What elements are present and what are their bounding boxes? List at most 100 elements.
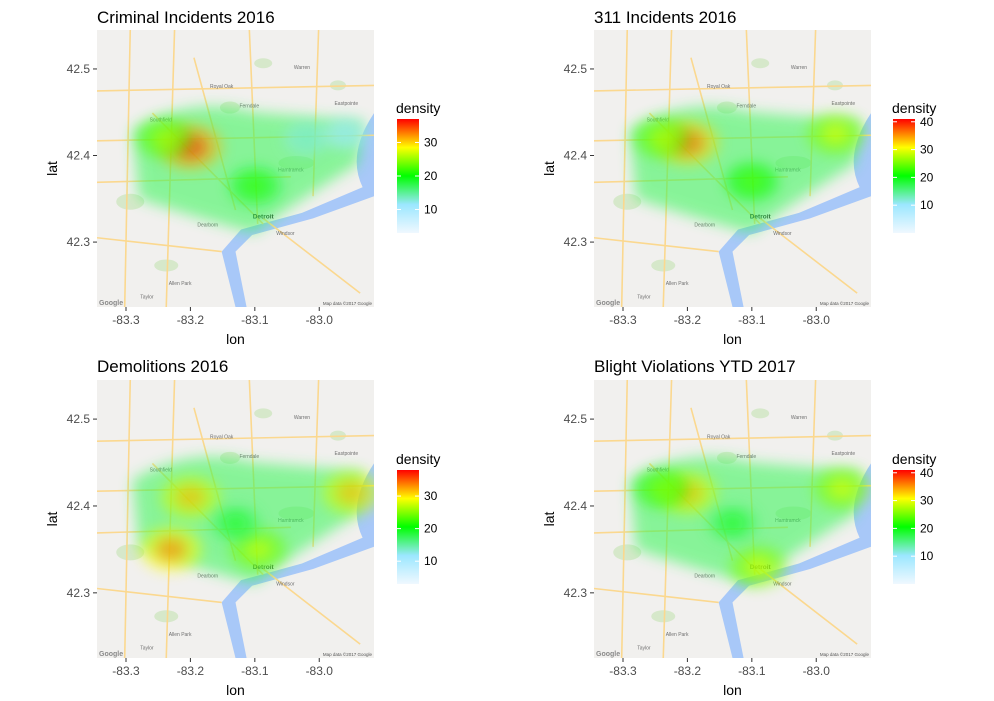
map-city-label: Windsor [276, 582, 295, 588]
legend-title: density [396, 100, 440, 116]
legend-tick-label: 40 [920, 115, 934, 129]
density-hotspot-core [648, 128, 676, 149]
map-city-label: Allen Park [666, 632, 689, 638]
map-road [594, 587, 719, 604]
map-park [751, 408, 770, 419]
map-park [154, 610, 179, 623]
map-park [116, 193, 145, 210]
legend: density 10 20 30 [396, 451, 440, 584]
map-river [221, 532, 374, 658]
map-city-label: Taylor [637, 646, 651, 652]
map-google-logo: Google [596, 300, 620, 307]
legend-colorbar [397, 119, 419, 233]
map-park [116, 544, 145, 561]
map-google-logo: Google [596, 651, 620, 658]
map-lake [356, 113, 374, 188]
legend-colorbar [893, 470, 915, 584]
map-park [651, 610, 676, 623]
map-park [613, 544, 642, 561]
map-city-label: Dearborn [694, 573, 715, 579]
map-city-label: Royal Oak [707, 434, 731, 440]
x-tick-label: -83.0 [803, 664, 831, 678]
legend-tick-label: 40 [920, 466, 934, 480]
map-park [751, 58, 770, 69]
legend-title: density [396, 451, 440, 467]
map-city-label: Eastpointe [831, 451, 855, 457]
density-hotspot-core [720, 514, 745, 533]
legend-tick-label: 20 [424, 522, 438, 536]
y-tick-label: 42.5 [67, 62, 91, 76]
map-credit: Map data ©2017 Google [820, 300, 870, 306]
map-road [123, 380, 132, 658]
x-tick-label: -83.0 [803, 313, 831, 327]
map-road [262, 568, 361, 645]
legend-title: density [892, 451, 936, 467]
x-tick-label: -83.3 [112, 664, 140, 678]
map-credit: Map data ©2017 Google [820, 651, 870, 657]
y-axis-title: lat [44, 512, 60, 527]
legend-colorbar [397, 470, 419, 584]
map-road [123, 30, 132, 307]
y-axis-title: lat [541, 161, 557, 176]
map-google-logo: Google [99, 300, 123, 307]
y-tick-label: 42.3 [67, 586, 91, 600]
panel-criminal-incidents: Criminal Incidents 2016DetroitWindsorDea… [44, 8, 440, 347]
map-river [221, 182, 374, 307]
density-layer [629, 456, 871, 588]
y-tick-label: 42.4 [67, 149, 91, 163]
density-hotspot-core [336, 481, 367, 504]
x-axis-title: lon [723, 331, 742, 347]
density-layer [132, 106, 367, 234]
map-road [97, 236, 222, 253]
y-tick-label: 42.3 [67, 235, 91, 249]
x-axis-title: lon [226, 331, 245, 347]
y-tick-label: 42.4 [67, 499, 91, 513]
y-tick-label: 42.5 [564, 62, 588, 76]
map-city-label: Windsor [773, 582, 792, 588]
legend-tick-label: 10 [920, 549, 934, 563]
legend-tick-label: 20 [424, 169, 438, 183]
legend: density 10 20 30 [396, 100, 440, 233]
map-lake [853, 113, 871, 188]
map-park [154, 259, 179, 272]
map-city-label: Ferndale [736, 104, 756, 110]
x-tick-label: -83.1 [241, 313, 269, 327]
density-hotspot-core [648, 478, 675, 499]
x-tick-label: -83.1 [241, 664, 269, 678]
x-tick-label: -83.2 [177, 313, 205, 327]
map-city-label: Ferndale [736, 454, 756, 460]
map-river [718, 532, 871, 658]
map-city-label: Royal Oak [210, 434, 234, 440]
map-city-label: Warren [294, 415, 310, 421]
x-tick-label: -83.1 [738, 313, 766, 327]
map-park [651, 259, 676, 272]
map-road [262, 217, 361, 294]
y-tick-label: 42.4 [564, 149, 588, 163]
map-city-label: Taylor [140, 646, 154, 652]
chart-title: 311 Incidents 2016 [594, 8, 736, 27]
chart-title: Criminal Incidents 2016 [97, 8, 275, 27]
map-road [620, 380, 629, 658]
density-hotspot-core [744, 556, 773, 578]
legend-tick-label: 20 [920, 521, 934, 535]
x-tick-label: -83.2 [674, 313, 702, 327]
map-city-label: Warren [791, 65, 807, 71]
map-city-label: Taylor [637, 295, 651, 301]
map-city-label: Eastpointe [831, 101, 855, 107]
map-road [759, 217, 858, 294]
map-city-label: Warren [791, 415, 807, 421]
map-city-label: Eastpointe [334, 451, 358, 457]
map-google-logo: Google [99, 651, 123, 658]
chart-title: Blight Violations YTD 2017 [594, 357, 796, 376]
map-city-label: Royal Oak [210, 84, 234, 90]
y-axis-title: lat [44, 161, 60, 176]
x-tick-label: -83.0 [306, 664, 334, 678]
map-park [254, 408, 273, 419]
map-road [620, 30, 629, 307]
density-hotspot-core [223, 514, 248, 533]
map-road [97, 84, 374, 92]
x-tick-label: -83.1 [738, 664, 766, 678]
map-city-label: Eastpointe [334, 101, 358, 107]
legend-title: density [892, 100, 936, 116]
